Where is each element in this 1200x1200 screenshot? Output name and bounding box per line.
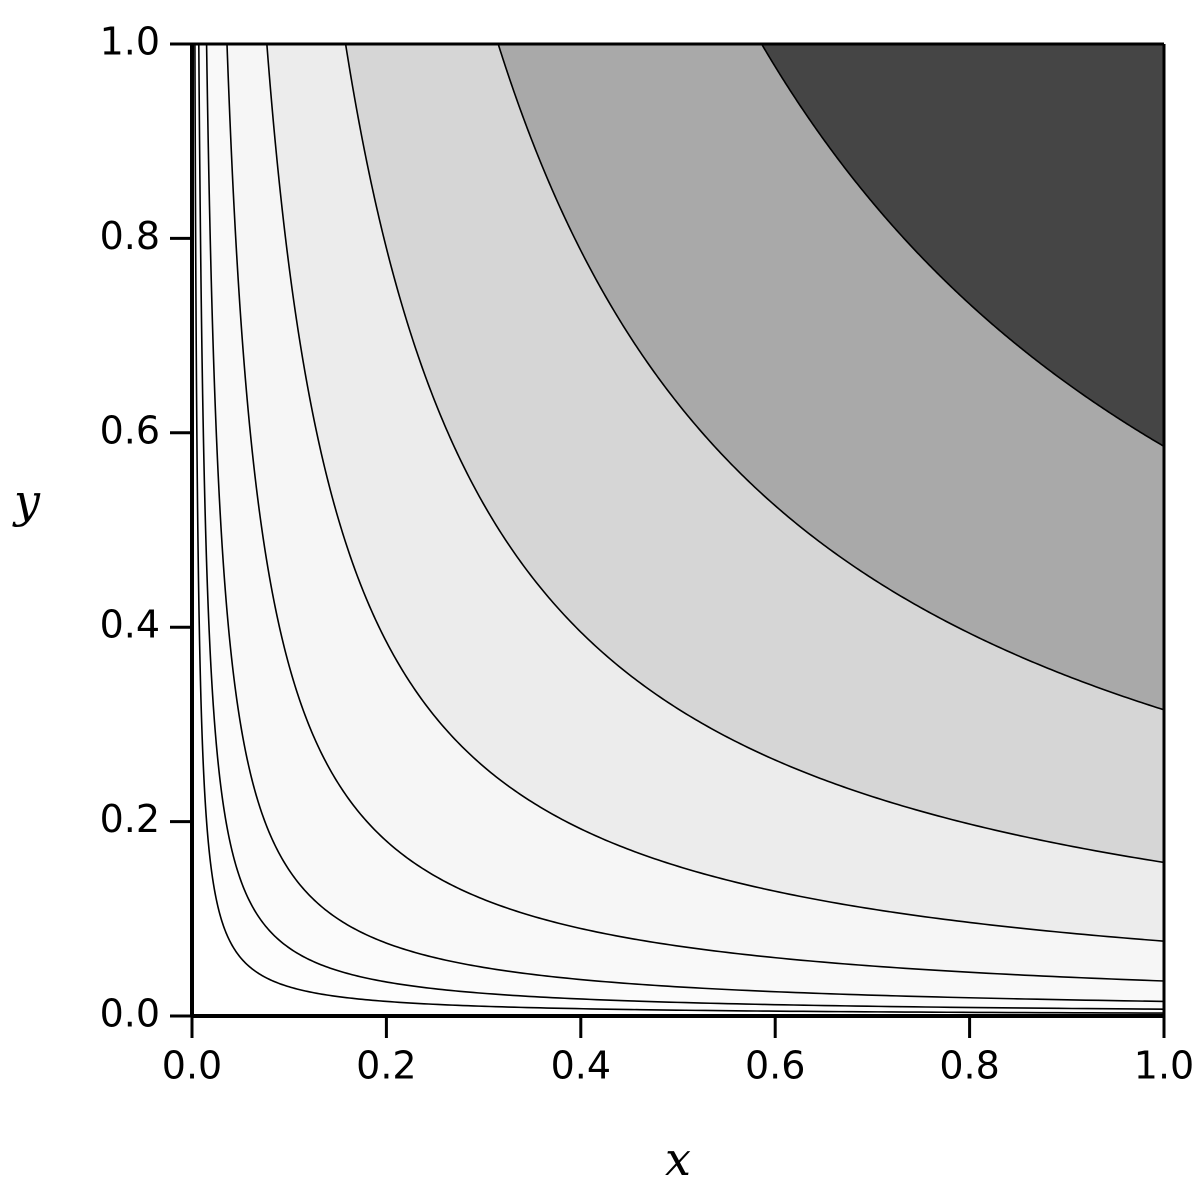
x-tick-label: 0.6 bbox=[745, 1044, 805, 1088]
x-tick-label: 0.2 bbox=[356, 1044, 416, 1088]
y-tick-label: 1.0 bbox=[100, 20, 160, 64]
contour-line bbox=[266, 43, 1165, 942]
y-tick-label: 0.4 bbox=[100, 603, 160, 647]
y-tick-label: 0.0 bbox=[100, 992, 160, 1036]
x-tick-label: 0.8 bbox=[939, 1044, 999, 1088]
y-tick-label: 0.6 bbox=[100, 408, 160, 452]
contour-line bbox=[497, 43, 1165, 711]
contour-line bbox=[205, 43, 1165, 1003]
x-tick-label: 0.0 bbox=[162, 1044, 222, 1088]
plot-area bbox=[192, 43, 1165, 1016]
x-tick-label: 0.4 bbox=[551, 1044, 611, 1088]
contour-line bbox=[194, 43, 1165, 1014]
contour-line bbox=[760, 43, 1165, 448]
contour-line bbox=[198, 43, 1165, 1010]
x-axis-label: x bbox=[665, 1132, 691, 1186]
contour-line bbox=[226, 43, 1165, 982]
y-tick-label: 0.8 bbox=[100, 214, 160, 258]
contour-line bbox=[344, 43, 1165, 864]
contour-fill bbox=[761, 44, 1164, 447]
x-tick-label: 1.0 bbox=[1134, 1044, 1194, 1088]
y-tick-label: 0.2 bbox=[100, 797, 160, 841]
y-axis-label: y bbox=[12, 474, 41, 528]
